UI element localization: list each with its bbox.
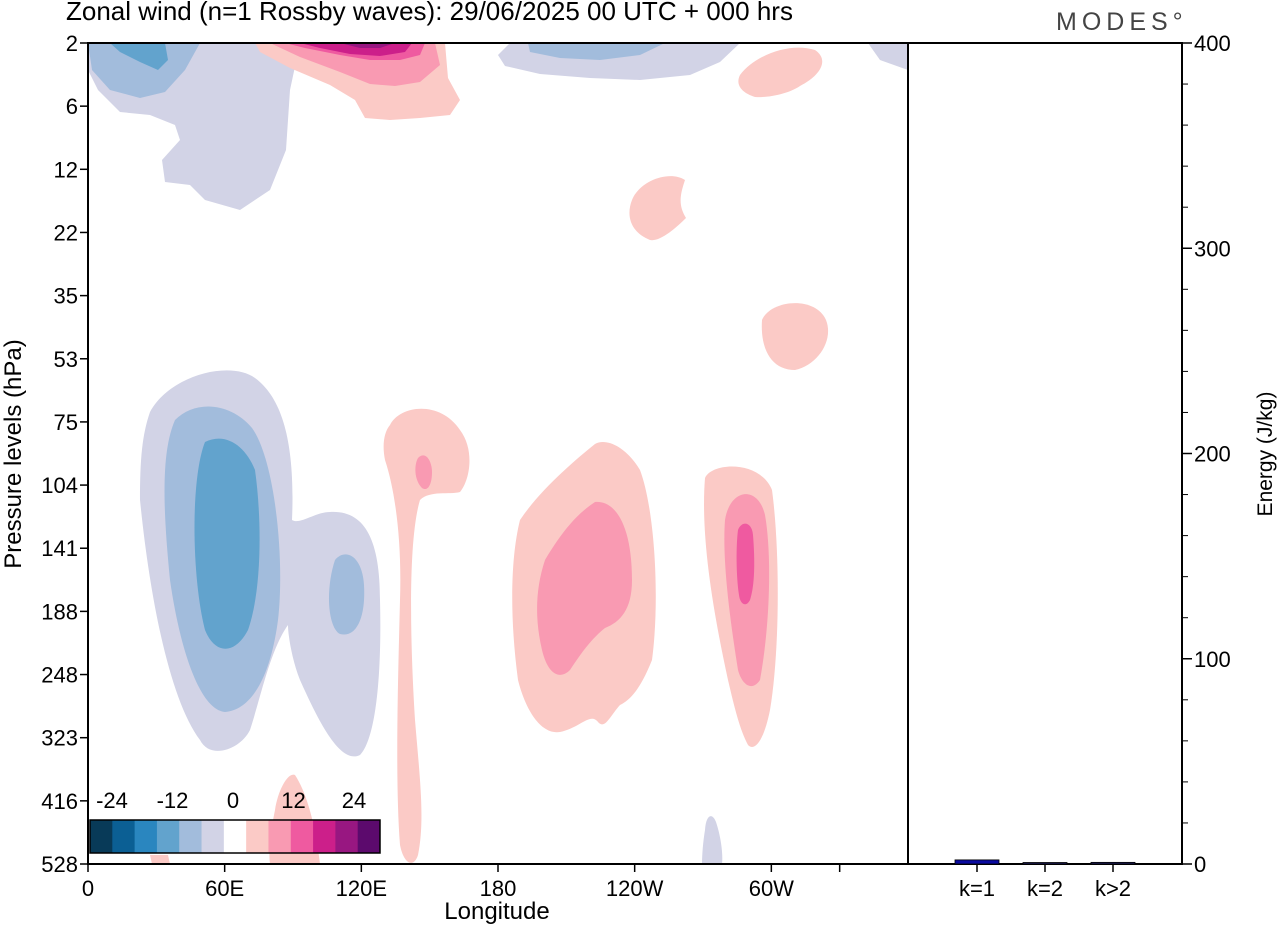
y-tick-label: 2: [66, 31, 78, 56]
y-tick-label: 141: [41, 536, 78, 561]
energy-tick-label: 200: [1194, 442, 1231, 467]
chart-title: Zonal wind (n=1 Rossby waves): 29/06/202…: [66, 0, 793, 26]
energy-tick-label: 100: [1194, 647, 1231, 672]
y-tick-label: 75: [54, 410, 78, 435]
y-tick-label: 323: [41, 726, 78, 751]
energy-panel: 0 100 200 300 400 k=1 k=2 k>2: [907, 31, 1231, 901]
colorbar-tick-label: 12: [281, 788, 305, 813]
y-tick-label: 528: [41, 852, 78, 877]
x-tick-label: 120W: [606, 876, 664, 901]
positive-contour-region: [738, 47, 823, 98]
positive-contour-region: [736, 523, 755, 605]
contour-field: [88, 43, 908, 864]
colorbar-swatch: [134, 820, 158, 853]
colorbar-swatch: [223, 820, 247, 853]
energy-tick-label: 300: [1194, 236, 1231, 261]
colorbar-swatch: [268, 820, 292, 853]
energy-tick-label: 400: [1194, 31, 1231, 56]
colorbar-swatch: [156, 820, 180, 853]
colorbar: -24 -12 0 12 24: [89, 788, 381, 854]
y-tick-label: 6: [66, 94, 78, 119]
energy-bar: [954, 859, 1000, 865]
colorbar-tick-label: 24: [342, 788, 366, 813]
colorbar-swatch: [179, 820, 202, 853]
positive-contour-region: [761, 303, 829, 370]
x-tick-label: 60E: [205, 876, 244, 901]
energy-category-label: k>2: [1095, 876, 1131, 901]
energy-frame: [907, 42, 1183, 865]
negative-contour-region: [194, 438, 260, 649]
y-tick-label: 248: [41, 663, 78, 688]
x-axis-label: Longitude: [444, 898, 550, 925]
energy-axis-label: Energy (J/kg): [1254, 391, 1277, 517]
colorbar-swatch: [90, 820, 113, 853]
brand-logo: MODES°: [1056, 8, 1188, 36]
positive-contour-region: [415, 455, 432, 490]
y-tick-label: 416: [41, 789, 78, 814]
x-tick-label: 0: [82, 876, 94, 901]
negative-contour-region: [868, 43, 908, 70]
positive-contour-region: [340, 43, 395, 48]
x-tick-label: 180: [480, 876, 517, 901]
y-tick-label: 53: [54, 347, 78, 372]
colorbar-swatch: [335, 820, 359, 853]
colorbar-swatch: [246, 820, 269, 853]
x-tick-label: 60W: [749, 876, 794, 901]
negative-contour-region: [702, 816, 723, 864]
energy-bar: [1090, 861, 1136, 865]
colorbar-frame: [89, 819, 381, 854]
negative-contour-region: [110, 43, 168, 70]
colorbar-swatch: [112, 820, 136, 853]
negative-contour-region: [328, 554, 365, 635]
energy-category-label: k=1: [959, 876, 995, 901]
positive-contour-region: [150, 855, 170, 864]
positive-contour-region: [537, 501, 632, 675]
colorbar-swatch: [313, 820, 336, 853]
colorbar-tick-label: 0: [227, 788, 239, 813]
negative-contour-region: [528, 43, 665, 60]
y-tick-label: 12: [54, 157, 78, 182]
y-axis-label: Pressure levels (hPa): [0, 339, 27, 569]
y-tick-label: 104: [41, 473, 78, 498]
energy-bar: [1022, 862, 1068, 865]
energy-tick-label: 0: [1194, 852, 1206, 877]
energy-category-label: k=2: [1027, 876, 1063, 901]
colorbar-tick-label: -12: [157, 788, 189, 813]
colorbar-tick-label: -24: [96, 788, 128, 813]
positive-contour-region: [383, 408, 470, 863]
y-tick-label: 22: [54, 220, 78, 245]
colorbar-swatch: [290, 820, 314, 853]
colorbar-swatch: [201, 820, 225, 853]
x-tick-label: 120E: [336, 876, 387, 901]
colorbar-swatch: [357, 820, 381, 853]
y-tick-label: 188: [41, 599, 78, 624]
positive-contour-region: [629, 176, 686, 241]
negative-contour-region: [88, 43, 200, 98]
y-tick-label: 35: [54, 284, 78, 309]
